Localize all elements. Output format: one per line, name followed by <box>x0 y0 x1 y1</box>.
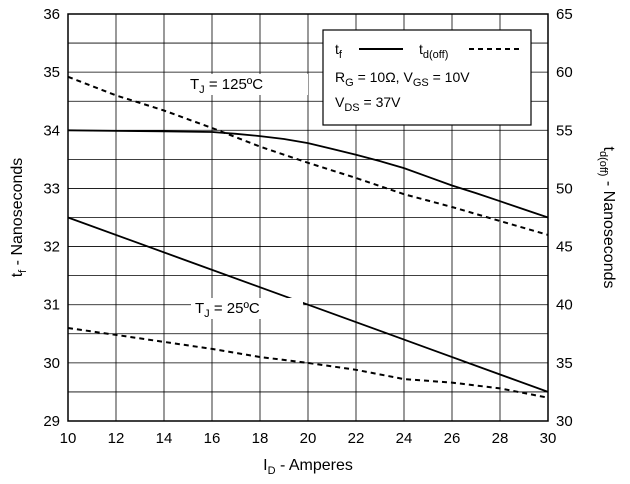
series-line-3 <box>67 75 549 236</box>
y-left-tick-label: 34 <box>43 122 60 139</box>
y-right-tick-label: 60 <box>556 64 573 81</box>
x-tick-label: 30 <box>540 430 557 447</box>
y-left-tick-label: 31 <box>43 297 60 314</box>
annotation-tj25: TJ = 25ºC <box>195 300 260 320</box>
y-right-tick-label: 55 <box>556 122 573 139</box>
y-left-tick-label: 30 <box>43 355 60 372</box>
y-right-tick-label: 65 <box>556 6 573 23</box>
annotation-bg <box>191 298 303 319</box>
x-tick-label: 16 <box>204 430 221 447</box>
x-tick-label: 10 <box>60 430 77 447</box>
annotation-bg <box>186 74 308 95</box>
series-layer <box>67 75 549 399</box>
y-left-tick-label: 35 <box>43 64 60 81</box>
legend-label-tf: tf <box>335 41 343 61</box>
series-line-1 <box>67 129 549 219</box>
y-left-tick-label: 33 <box>43 180 60 197</box>
x-tick-label: 28 <box>492 430 509 447</box>
x-tick-label: 18 <box>252 430 269 447</box>
annotation-tj125: TJ = 125ºC <box>190 76 263 96</box>
y-right-axis-title: td(off) - Nanoseconds <box>597 147 617 289</box>
y-right-tick-label: 30 <box>556 413 573 430</box>
x-tick-label: 24 <box>396 430 413 447</box>
legend-label-tdoff: td(off) <box>419 41 448 61</box>
y-left-tick-label: 36 <box>43 6 60 23</box>
y-right-tick-label: 35 <box>556 355 573 372</box>
label-layer: ID - Amperes tf - Nanoseconds td(off) - Na… <box>9 74 617 477</box>
x-tick-label: 22 <box>348 430 365 447</box>
x-tick-label: 14 <box>156 430 173 447</box>
x-axis-title: ID - Amperes <box>263 457 353 477</box>
series-line-2 <box>67 216 549 393</box>
plot-border <box>67 13 549 422</box>
legend-condition-1: RG = 10Ω, VGS = 10V <box>335 69 470 89</box>
x-tick-label: 20 <box>300 430 317 447</box>
y-right-tick-label: 45 <box>556 239 573 256</box>
y-left-axis-title: tf - Nanoseconds <box>9 158 29 278</box>
legend-box <box>322 29 532 126</box>
y-left-tick-label: 29 <box>43 413 60 430</box>
y-left-tick-label: 32 <box>43 239 60 256</box>
legend-condition-2: VDS = 37V <box>335 94 401 114</box>
x-tick-label: 26 <box>444 430 461 447</box>
y-right-tick-label: 50 <box>556 180 573 197</box>
y-right-tick-label: 40 <box>556 297 573 314</box>
x-tick-label: 12 <box>108 430 125 447</box>
tick-layer: 10 12 14 16 18 20 22 24 26 28 30 29 30 31 32 33 34 35 36 30… <box>43 6 572 447</box>
legend: tf td(off) RG = 10Ω, VGS = 10V VDS = 37V <box>322 29 532 126</box>
